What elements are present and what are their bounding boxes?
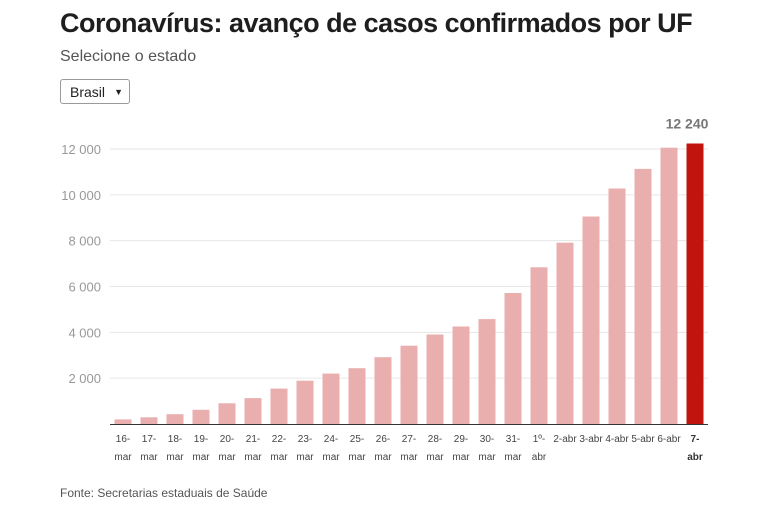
x-tick-label: 27- xyxy=(402,434,416,445)
x-tick-label: mar xyxy=(452,452,470,463)
x-tick-label: 3-abr xyxy=(579,434,603,445)
x-tick-label: 1º- xyxy=(533,434,546,445)
x-tick-label: mar xyxy=(114,452,132,463)
x-tick-label: abr xyxy=(687,452,703,463)
x-tick-label: 28- xyxy=(428,434,442,445)
y-tick-label: 8 000 xyxy=(68,234,101,249)
x-tick-label: 20- xyxy=(220,434,234,445)
bar xyxy=(452,326,470,424)
bar xyxy=(140,417,158,424)
bar xyxy=(556,242,574,424)
x-tick-label: 21- xyxy=(246,434,260,445)
x-tick-label: mar xyxy=(244,452,262,463)
x-tick-label: 16- xyxy=(116,434,130,445)
bar xyxy=(660,147,678,424)
x-tick-label: 4-abr xyxy=(605,434,629,445)
bar xyxy=(192,409,210,424)
bar-chart: 2 000 4 000 6 000 8 000 10 000 12 000 16- mar 17… xyxy=(61,116,709,464)
x-tick-label: 6-abr xyxy=(657,434,681,445)
y-tick-label: 10 000 xyxy=(61,188,101,203)
bar xyxy=(634,168,652,424)
bar xyxy=(114,419,132,424)
x-tick-label: 17- xyxy=(142,434,156,445)
x-tick-label: 30- xyxy=(480,434,494,445)
bar xyxy=(296,380,314,424)
state-select-label: Selecione o estado xyxy=(60,48,197,65)
x-tick-label: mar xyxy=(270,452,288,463)
bar xyxy=(504,293,522,424)
x-tick-label: mar xyxy=(166,452,184,463)
x-tick-label: 29- xyxy=(454,434,468,445)
bar xyxy=(530,267,548,424)
x-tick-label: mar xyxy=(478,452,496,463)
state-select[interactable]: Brasil ▼ xyxy=(60,79,130,104)
x-tick-label: 19- xyxy=(194,434,208,445)
x-tick-label: mar xyxy=(348,452,366,463)
y-tick-label: 12 000 xyxy=(61,142,101,157)
x-tick-label: mar xyxy=(400,452,418,463)
chart-title: Coronavírus: avanço de casos confirmados… xyxy=(60,8,693,38)
x-tick-label: 2-abr xyxy=(553,434,577,445)
caret-down-icon: ▼ xyxy=(114,87,123,97)
x-tick-label: 31- xyxy=(506,434,520,445)
x-tick-label: mar xyxy=(192,452,210,463)
y-tick-label: 4 000 xyxy=(68,325,101,340)
x-tick-label: 18- xyxy=(168,434,182,445)
x-tick-label: 5-abr xyxy=(631,434,655,445)
x-tick-label: mar xyxy=(296,452,314,463)
data-label: 12 240 xyxy=(666,116,709,132)
x-tick-label: abr xyxy=(532,452,547,463)
y-tick-label: 6 000 xyxy=(68,280,101,295)
x-tick-label: mar xyxy=(426,452,444,463)
y-tick-label: 2 000 xyxy=(68,371,101,386)
x-tick-label: 7- xyxy=(691,434,700,445)
bar xyxy=(608,188,626,424)
x-tick-label: 26- xyxy=(376,434,390,445)
x-tick-label: mar xyxy=(218,452,236,463)
bar xyxy=(582,216,600,424)
state-select-value: Brasil xyxy=(70,84,106,100)
bar xyxy=(244,398,262,424)
bar xyxy=(218,403,236,424)
bar-highlight xyxy=(686,143,704,424)
source-note: Fonte: Secretarias estaduais de Saúde xyxy=(60,486,268,500)
x-tick-label: mar xyxy=(140,452,158,463)
bar xyxy=(348,368,366,424)
x-tick-label: mar xyxy=(504,452,522,463)
x-tick-label: 23- xyxy=(298,434,312,445)
bar xyxy=(374,357,392,424)
bar xyxy=(322,373,340,424)
x-tick-label: 25- xyxy=(350,434,364,445)
bar xyxy=(400,345,418,424)
bar xyxy=(166,414,184,424)
bar xyxy=(426,334,444,424)
bar xyxy=(270,388,288,424)
x-tick-label: 22- xyxy=(272,434,286,445)
x-tick-label: 24- xyxy=(324,434,338,445)
bar xyxy=(478,319,496,424)
x-tick-label: mar xyxy=(374,452,392,463)
x-tick-label: mar xyxy=(322,452,340,463)
